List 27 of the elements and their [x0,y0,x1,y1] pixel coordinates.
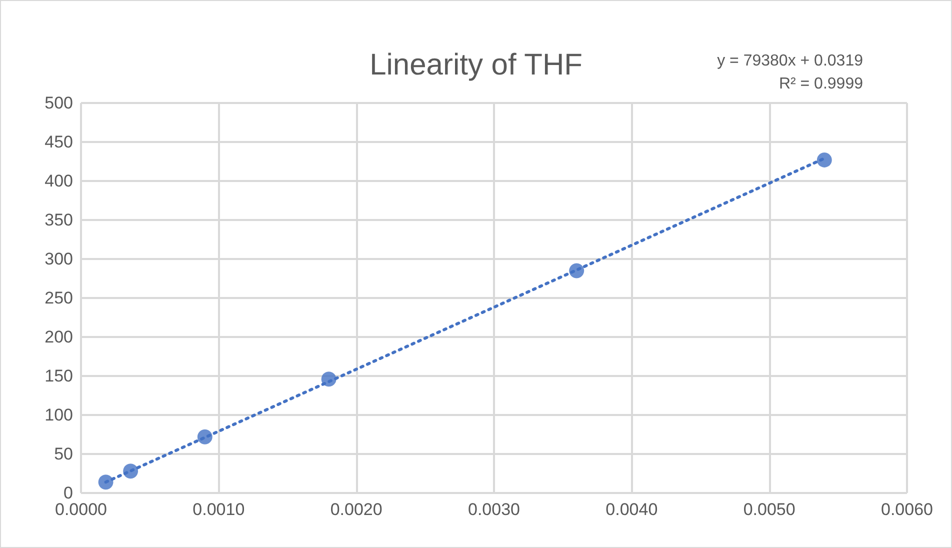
y-tick-label: 200 [44,328,73,346]
y-tick-label: 350 [44,210,73,230]
point [123,464,138,479]
y-tick-label: 450 [44,132,73,152]
point [569,263,584,278]
point [816,152,832,168]
x-tick-label: 0.0050 [743,500,796,519]
y-tick-label: 300 [44,250,73,268]
y-tick-label: 0 [64,484,73,502]
text: R² = 0.9999 [778,76,864,92]
y-tick-label: 400 [44,172,73,190]
point [98,474,114,490]
x-tick-label: 0.0060 [881,500,933,519]
y-tick-label: 500 [44,94,73,112]
x-tick-label: 0.0000 [55,500,107,519]
x-tick-label: 0.0010 [192,500,245,519]
point [321,372,336,387]
y-tick-label: 100 [44,406,73,424]
text: y = 79380x + 0.0319 [717,52,864,70]
point [197,429,212,444]
x-tick-label: 0.0020 [330,500,382,519]
x-tick-label: 0.0030 [468,500,520,519]
y-tick-label: 150 [44,366,73,386]
y-tick-label: 250 [44,288,73,308]
y-tick-label: 50 [54,444,73,464]
chart-title: Linearity of THF [370,48,582,82]
x-tick-label: 0.0040 [606,500,658,519]
